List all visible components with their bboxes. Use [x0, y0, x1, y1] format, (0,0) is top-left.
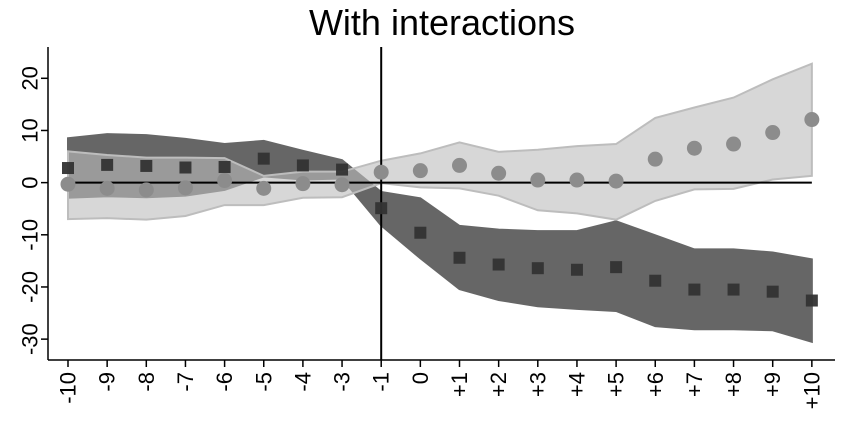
series-2-marker: [686, 140, 702, 156]
series-2-marker: [647, 151, 663, 167]
x-tick-label: +4: [564, 372, 589, 397]
x-tick-label: -7: [173, 372, 198, 392]
series-1-marker: [610, 261, 623, 274]
x-tick-label: 0: [408, 372, 433, 384]
series-2-marker: [256, 180, 272, 196]
series-2-marker: [177, 180, 193, 196]
series-2-marker: [765, 125, 781, 141]
series-2-marker: [334, 177, 350, 193]
x-tick-label: +9: [760, 372, 785, 397]
x-tick-label: +5: [604, 372, 629, 397]
y-tick-label: -20: [18, 271, 43, 303]
y-tick-label: -30: [18, 323, 43, 355]
series-1-marker: [649, 274, 662, 287]
x-tick-label: -5: [251, 372, 276, 392]
series-1-marker: [414, 226, 427, 239]
chart-title: With interactions: [308, 2, 576, 43]
x-tick-label: -9: [95, 372, 120, 392]
x-tick-label: -6: [212, 372, 237, 392]
x-tick-label: +10: [799, 372, 824, 409]
series-2-marker: [99, 180, 115, 196]
series-2-marker: [412, 163, 428, 179]
x-tick-label: -1: [369, 372, 394, 392]
x-tick-label: +3: [525, 372, 550, 397]
series-1-marker: [805, 294, 818, 307]
series-2-marker: [804, 112, 820, 128]
series-2-marker: [60, 176, 76, 192]
series-1-marker: [101, 158, 114, 171]
series-2-marker: [530, 172, 546, 188]
series-1-marker: [140, 159, 153, 172]
series-1-marker: [179, 161, 192, 174]
confidence-band-2: [67, 62, 813, 221]
series-2-marker: [569, 172, 585, 188]
y-tick-label: -10: [18, 219, 43, 251]
series-2-marker: [373, 164, 389, 180]
series-2-marker: [138, 182, 154, 198]
series-1-marker: [727, 283, 740, 296]
series-1-marker: [257, 152, 270, 165]
y-tick-label: 0: [18, 177, 43, 189]
series-1-marker: [688, 283, 701, 296]
x-tick-label: +1: [447, 372, 472, 397]
series-1-marker: [336, 163, 349, 176]
series-1-marker: [296, 159, 309, 172]
y-tick-label: 10: [18, 118, 43, 142]
series-2-marker: [217, 173, 233, 189]
series-2-marker: [452, 157, 467, 173]
x-tick-label: -3: [330, 372, 355, 392]
series-1-marker: [375, 202, 388, 215]
series-1-marker: [218, 160, 231, 173]
series-1-marker: [570, 263, 583, 276]
y-tick-label: 20: [18, 66, 43, 90]
series-1-marker: [766, 285, 779, 298]
series-1-marker: [453, 251, 466, 264]
series-1-marker: [62, 162, 74, 175]
series-2-marker: [491, 165, 507, 181]
x-tick-label: +2: [486, 372, 511, 397]
x-tick-label: +6: [643, 372, 668, 397]
x-tick-label: +8: [721, 372, 746, 397]
series-2-marker: [608, 173, 624, 189]
x-tick-label: -8: [134, 372, 159, 392]
x-tick-label: -4: [290, 372, 315, 392]
x-tick-label: -10: [56, 372, 81, 404]
series-2-marker: [295, 176, 311, 192]
series-1-marker: [492, 258, 505, 271]
series-1-marker: [531, 262, 544, 275]
x-tick-label: +7: [682, 372, 707, 397]
series-2-marker: [726, 136, 742, 152]
